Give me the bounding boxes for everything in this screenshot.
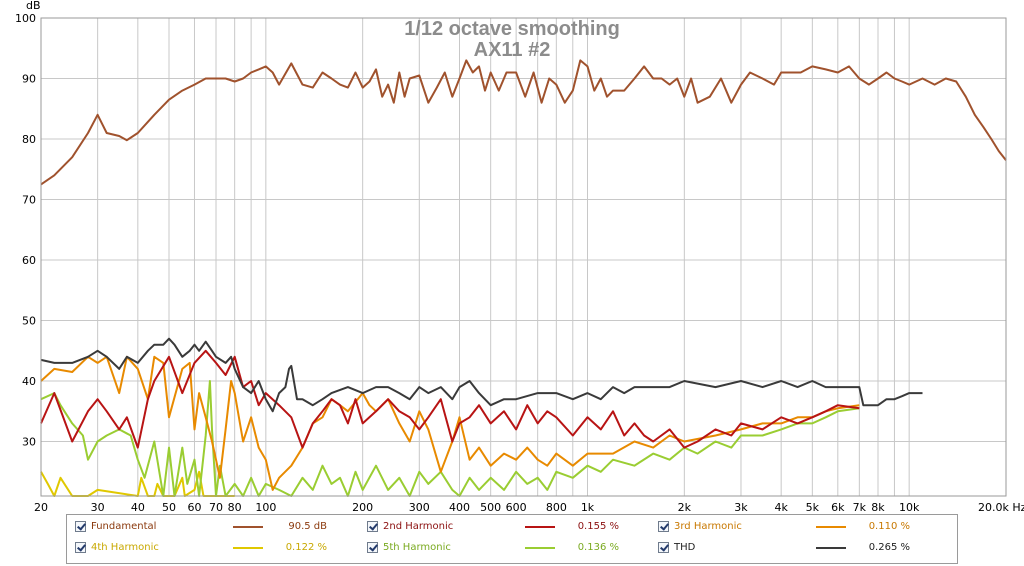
legend-label: 4th Harmonic	[91, 541, 159, 553]
x-tick-label: 600	[506, 501, 527, 514]
legend-label: 3rd Harmonic	[674, 520, 742, 532]
y-axis-label: dB	[26, 0, 41, 12]
x-tick-label: 4k	[774, 501, 788, 514]
x-tick-label: 300	[409, 501, 430, 514]
legend-swatch	[816, 526, 846, 528]
series-line-fundamental	[40, 59, 1007, 186]
x-tick-label: 500	[480, 501, 501, 514]
x-tick-label: 8k	[871, 501, 885, 514]
x-tick-label: 100	[255, 501, 276, 514]
x-tick-label: 800	[546, 501, 567, 514]
legend-value: 90.5 dB	[288, 521, 327, 532]
chart-subtitle: AX11 #2	[474, 39, 551, 61]
x-tick-label: 60	[187, 501, 201, 514]
legend-swatch	[525, 547, 555, 549]
series-line-thd	[40, 337, 923, 413]
y-tick-label: 50	[22, 315, 36, 328]
x-tick-label: 20.0k Hz	[978, 501, 1024, 514]
legend-item-5th-harmonic[interactable]: 5th Harmonic	[367, 538, 451, 556]
chart-title: 1/12 octave smoothing	[404, 18, 620, 40]
legend-swatch	[233, 526, 263, 528]
x-tick-label: 1k	[581, 501, 595, 514]
legend-checkbox-4th-harmonic[interactable]	[75, 541, 86, 553]
x-tick-label: 50	[162, 501, 176, 514]
legend-checkbox-5th-harmonic[interactable]	[367, 541, 378, 553]
series-layer	[40, 59, 1007, 497]
x-tick-label: 30	[91, 501, 105, 514]
y-tick-label: 30	[22, 436, 36, 449]
x-tick-label: 80	[228, 501, 242, 514]
chart-canvas: 20 30 40 50 60 70 80 100 200 300 400 500 600 800 1k 2k 3…	[15, 0, 1024, 514]
legend-label: 5th Harmonic	[383, 541, 451, 553]
x-tick-label: 3k	[734, 501, 748, 514]
legend-checkbox-fundamental[interactable]	[75, 520, 86, 532]
legend-item-4th-harmonic[interactable]: 4th Harmonic	[75, 538, 159, 556]
legend-label: Fundamental	[91, 520, 157, 532]
y-tick-label: 70	[22, 194, 36, 207]
y-tick-label: 80	[22, 133, 36, 146]
y-tick-label: 90	[22, 73, 36, 86]
legend-value: 0.136 %	[577, 542, 619, 553]
x-tick-label: 40	[131, 501, 145, 514]
ticks: 20 30 40 50 60 70 80 100 200 300 400 500 600 800 1k 2k 3…	[15, 12, 1024, 514]
legend-item-3rd-harmonic[interactable]: 3rd Harmonic	[658, 517, 742, 535]
legend-swatch	[525, 526, 555, 528]
x-tick-label: 5k	[806, 501, 820, 514]
x-tick-label: 70	[209, 501, 223, 514]
legend-label: 2nd Harmonic	[383, 520, 454, 532]
x-tick-label: 2k	[678, 501, 692, 514]
plot-frame	[40, 17, 1007, 497]
y-tick-label: 60	[22, 254, 36, 267]
legend-item-fundamental[interactable]: Fundamental	[75, 517, 156, 535]
series-line-3rd-harmonic	[40, 355, 860, 491]
series-line-5th-harmonic	[40, 380, 860, 497]
legend-value: 0.265 %	[868, 542, 910, 553]
legend-value: 0.155 %	[577, 521, 619, 532]
legend-value: 0.110 %	[868, 521, 910, 532]
legend-checkbox-3rd-harmonic[interactable]	[658, 520, 669, 532]
y-tick-label: 40	[22, 375, 36, 388]
legend-checkbox-2nd-harmonic[interactable]	[367, 520, 378, 532]
x-tick-label: 20	[34, 501, 48, 514]
legend-item-2nd-harmonic[interactable]: 2nd Harmonic	[367, 517, 453, 535]
x-tick-label: 200	[352, 501, 373, 514]
series-line-2nd-harmonic	[40, 349, 860, 449]
legend-label: THD	[674, 541, 696, 553]
legend-swatch	[233, 547, 263, 549]
legend-checkbox-thd[interactable]	[658, 541, 669, 553]
x-tick-label: 400	[449, 501, 470, 514]
x-tick-label: 7k	[853, 501, 867, 514]
y-tick-label: 100	[15, 12, 36, 25]
plot-area	[41, 18, 1006, 496]
legend-value: 0.122 %	[285, 542, 327, 553]
x-tick-label: 6k	[831, 501, 845, 514]
legend-item-thd[interactable]: THD	[658, 538, 695, 556]
legend: Fundamental 90.5 dB 2nd Harmonic 0.155 % 3rd…	[66, 514, 958, 564]
legend-swatch	[816, 547, 846, 549]
x-tick-label: 10k	[899, 501, 920, 514]
